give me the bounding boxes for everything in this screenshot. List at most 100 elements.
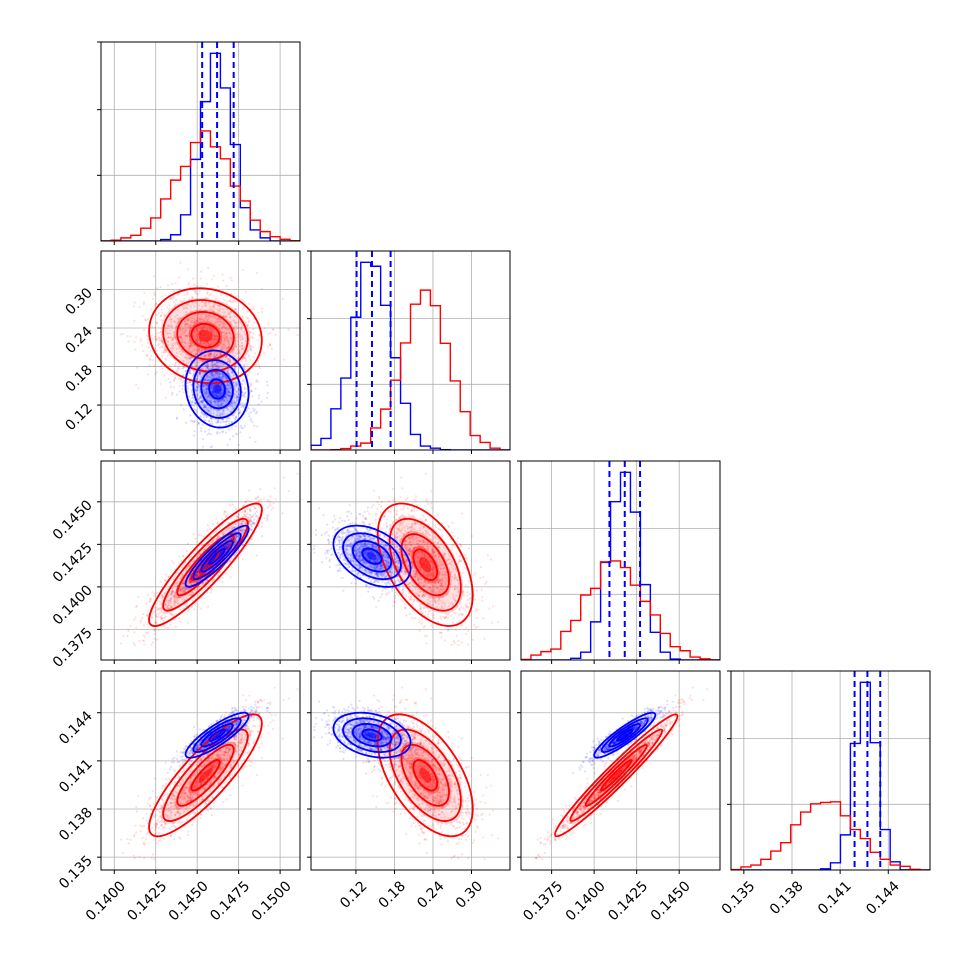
sample-point <box>200 350 203 353</box>
sample-point <box>222 375 225 378</box>
y-tick-label: 0.12 <box>62 401 95 434</box>
sample-point <box>254 387 257 390</box>
sample-point <box>225 545 229 548</box>
sample-point <box>272 328 275 332</box>
sample-point <box>270 348 273 351</box>
sample-point <box>237 393 240 396</box>
sample-point <box>214 334 217 337</box>
sample-point <box>208 422 212 425</box>
sample-point <box>193 318 196 321</box>
sample-point <box>209 373 213 377</box>
sample-point <box>229 559 232 563</box>
contour-blue <box>200 368 234 410</box>
sample-point <box>187 284 190 287</box>
sample-point <box>222 326 225 329</box>
sample-point <box>220 373 224 376</box>
sample-point <box>221 331 224 334</box>
sample-point <box>174 282 177 285</box>
sample-point <box>214 316 217 319</box>
sample-point <box>149 349 152 352</box>
sample-point <box>226 381 229 385</box>
sample-point <box>234 402 237 405</box>
sample-point <box>204 387 208 391</box>
sample-point <box>223 336 226 339</box>
sample-point <box>251 420 254 424</box>
sample-point <box>196 382 200 386</box>
contour-red <box>162 299 249 373</box>
sample-point <box>194 313 197 317</box>
sample-point <box>170 338 174 342</box>
sample-point <box>171 590 175 593</box>
sample-point <box>236 514 240 517</box>
sample-point <box>178 335 182 338</box>
sample-point <box>211 579 214 582</box>
sample-point <box>238 411 241 414</box>
sample-point <box>154 609 157 613</box>
sample-point <box>200 342 203 346</box>
sample-point <box>172 596 176 599</box>
sample-point <box>134 616 137 619</box>
sample-point <box>204 348 207 352</box>
sample-point <box>188 380 192 383</box>
sample-point <box>269 502 272 505</box>
sample-point <box>221 319 224 323</box>
sample-point <box>241 315 244 318</box>
sample-point <box>224 349 228 353</box>
sample-point <box>237 388 240 392</box>
sample-point <box>226 394 229 397</box>
sample-point <box>226 338 229 341</box>
sample-point <box>238 351 241 354</box>
sample-point <box>257 380 260 383</box>
sample-point <box>188 371 191 374</box>
sample-point <box>252 356 255 359</box>
sample-point <box>173 585 176 588</box>
sample-point <box>158 600 161 603</box>
sample-point <box>240 528 244 531</box>
sample-point <box>207 392 210 395</box>
sample-point <box>198 371 202 374</box>
sample-point <box>211 364 214 367</box>
sample-point <box>169 593 172 596</box>
sample-point <box>161 311 164 314</box>
sample-point <box>166 611 169 614</box>
sample-point <box>218 343 221 347</box>
sample-point <box>196 335 199 339</box>
sample-point <box>195 575 198 578</box>
sample-point <box>139 621 142 624</box>
sample-point <box>184 587 187 591</box>
sample-point <box>204 302 207 306</box>
sample-point <box>211 390 214 393</box>
sample-point <box>226 384 230 387</box>
sample-point <box>241 360 244 363</box>
sample-point <box>203 405 206 409</box>
sample-point <box>222 409 225 412</box>
sample-point <box>170 324 173 327</box>
sample-point <box>204 296 207 299</box>
sample-point <box>226 544 229 547</box>
sample-point <box>246 310 249 313</box>
sample-point <box>192 533 195 536</box>
sample-point <box>244 358 247 361</box>
sample-point <box>216 403 219 406</box>
sample-point <box>206 374 209 378</box>
sample-point <box>199 395 203 398</box>
sample-point <box>241 402 244 405</box>
sample-point <box>213 355 216 359</box>
sample-point <box>144 631 148 634</box>
sample-point <box>236 530 239 533</box>
sample-point <box>214 337 217 341</box>
sample-point <box>129 624 132 628</box>
sample-point <box>133 320 136 323</box>
sample-point <box>189 305 192 308</box>
sample-point <box>202 405 205 409</box>
sample-point <box>255 380 258 383</box>
sample-point <box>229 537 232 540</box>
sample-point <box>159 285 162 289</box>
sample-point <box>145 334 149 337</box>
sample-point <box>224 358 227 361</box>
sample-point <box>209 407 213 411</box>
sample-point <box>217 310 220 313</box>
sample-point <box>208 376 211 379</box>
sample-point <box>234 418 237 421</box>
sample-point <box>248 302 251 306</box>
